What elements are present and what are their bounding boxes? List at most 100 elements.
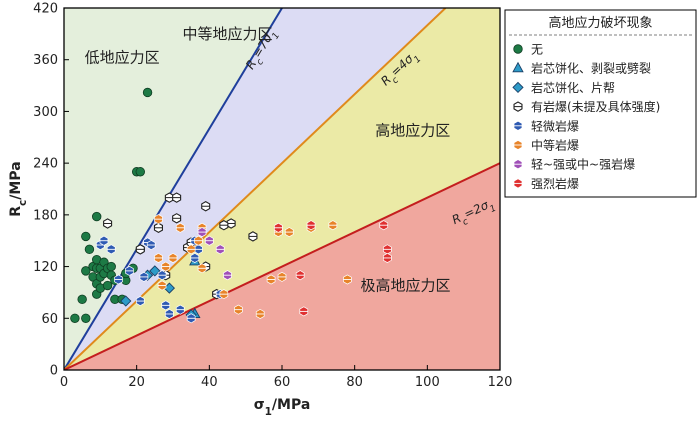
point-s0-4	[81, 231, 91, 242]
legend-marker-1	[512, 61, 524, 73]
y-tick-label-0: 0	[50, 364, 58, 379]
point-s5-5	[175, 222, 185, 233]
legend-box	[504, 9, 697, 198]
line-label-2: Rc=2σ1	[450, 195, 498, 231]
legend-entry-0: 无	[513, 43, 543, 57]
legend-marker-4	[513, 120, 523, 131]
x-tick-label-5: 100	[415, 375, 440, 390]
boundary-line-1	[64, 8, 447, 370]
y-tick-label-7: 420	[33, 2, 58, 17]
legend-entry-3: 有岩爆(未提及具体强度)	[513, 99, 660, 114]
region-label-0: 低地应力区	[85, 48, 160, 66]
point-s0-29	[135, 167, 146, 177]
point-s5-19	[343, 274, 352, 285]
point-s7-0	[274, 222, 283, 233]
point-s3-14	[219, 219, 229, 231]
x-tick-label-6: 120	[488, 375, 513, 390]
point-s3-13	[248, 231, 258, 242]
point-s5-13	[266, 274, 276, 285]
legend-label-1: 岩芯饼化、剥裂或劈裂	[531, 61, 651, 76]
legend-label-3: 有岩爆(未提及具体强度)	[531, 99, 660, 114]
x-tick-label-2: 40	[201, 375, 218, 390]
point-s2-0	[120, 295, 132, 307]
point-s7-4	[379, 220, 389, 231]
point-s7-5	[383, 244, 392, 255]
y-tick-label-6: 360	[33, 53, 58, 68]
point-s4-5	[135, 296, 145, 307]
point-s4-11	[165, 308, 174, 319]
point-s7-1	[295, 270, 305, 281]
y-tick-label-3: 180	[33, 208, 58, 223]
legend-label-6: 轻~强或中~强岩爆	[531, 157, 635, 172]
point-s5-10	[219, 289, 229, 300]
point-s0-12	[91, 211, 102, 222]
legend-label-7: 强烈岩爆	[531, 176, 579, 191]
point-s0-2	[77, 294, 87, 305]
point-s3-12	[226, 218, 236, 229]
point-s0-20	[106, 261, 116, 272]
point-s0-0	[70, 313, 80, 323]
point-s4-9	[157, 270, 167, 281]
legend-entry-2: 岩芯饼化、片帮	[512, 80, 615, 95]
point-s6-3	[223, 270, 232, 281]
series-6	[197, 227, 232, 281]
boundary-line-0	[64, 8, 283, 370]
point-s3-10	[201, 201, 211, 212]
point-s4-13	[186, 313, 196, 324]
point-s3-6	[172, 213, 182, 224]
point-s4-2	[106, 244, 116, 255]
region-label-1: 中等地应力区	[182, 25, 272, 43]
legend-label-2: 岩芯饼化、片帮	[531, 80, 615, 95]
legend-label-4: 轻微岩爆	[531, 118, 579, 133]
point-s4-4	[125, 265, 134, 276]
data-points-layer	[70, 87, 392, 324]
series-4	[96, 235, 225, 324]
point-s5-4	[168, 252, 178, 263]
x-tick-label-1: 20	[128, 375, 145, 390]
point-s7-2	[299, 306, 309, 317]
point-s0-3	[81, 266, 91, 276]
point-s4-16	[194, 244, 203, 255]
point-s4-3	[114, 274, 123, 285]
region-label-3: 极高地应力区	[361, 277, 451, 295]
point-s2-2	[149, 265, 161, 277]
point-s6-2	[215, 244, 225, 255]
point-s5-1	[154, 252, 163, 263]
legend-marker-6	[513, 159, 523, 170]
legend-marker-3	[513, 101, 523, 112]
region-2	[64, 8, 500, 370]
legend-entry-5: 中等岩爆	[513, 138, 579, 153]
y-tick-label-1: 60	[41, 312, 58, 327]
point-s4-12	[175, 304, 185, 315]
point-s4-8	[146, 240, 156, 251]
point-s5-2	[157, 280, 167, 291]
y-tick-label-4: 240	[33, 157, 58, 172]
x-tick-label-3: 60	[274, 375, 291, 390]
legend-entry-6: 轻~强或中~强岩爆	[513, 157, 635, 172]
x-axis-label: σ1/MPa	[254, 397, 311, 417]
line-label-0: Rc=7σ1	[243, 26, 282, 74]
point-s4-1	[99, 235, 109, 246]
point-s5-8	[197, 263, 207, 274]
legend-label-5: 中等岩爆	[531, 138, 579, 153]
point-s0-1	[81, 313, 91, 323]
region-label-2: 高地应力区	[375, 122, 450, 140]
point-s5-7	[194, 235, 203, 246]
legend-marker-2	[512, 81, 524, 94]
point-s3-0	[103, 218, 113, 229]
point-s0-19	[102, 280, 113, 291]
series-0	[70, 87, 153, 323]
x-tick-label-4: 80	[346, 375, 363, 390]
point-s0-5	[84, 244, 95, 255]
point-s3-1	[135, 244, 145, 255]
legend-entry-7: 强烈岩爆	[513, 176, 579, 191]
point-s5-18	[328, 220, 338, 231]
y-tick-label-2: 120	[33, 260, 58, 275]
point-s5-12	[255, 308, 265, 319]
point-s6-1	[205, 235, 214, 246]
